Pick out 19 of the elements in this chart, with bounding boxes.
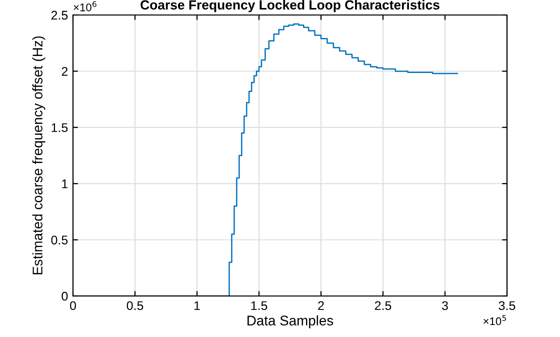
y-tick-label: 1.5 <box>52 123 68 132</box>
x-axis-title: Data Samples <box>248 315 334 328</box>
x-tick-label: 3 <box>442 301 448 310</box>
y-axis-title: Estimated coarse frequency offset (Hz) <box>32 36 46 274</box>
y-tick-label: 1 <box>62 180 68 188</box>
y-tick-label: 2 <box>62 67 68 76</box>
text: ×10$^{6}$ <box>74 1 96 12</box>
x-tick-label: 1 <box>194 301 200 310</box>
x-tick-label: 0.5 <box>126 301 144 310</box>
x-tick-label: 0 <box>70 301 76 310</box>
chart-title: Coarse Frequency Locked Loop Characteristics <box>140 0 440 12</box>
y-tick-label: 0.5 <box>51 236 68 244</box>
y-tick-label: 0 <box>62 292 68 301</box>
y-tick-label: 2.5 <box>51 10 68 20</box>
x-tick-label: 3.5 <box>498 301 516 310</box>
text: ×10$^{5}$ <box>484 315 506 326</box>
x-tick-label: 2.5 <box>374 301 392 310</box>
x-tick-label: 2 <box>318 301 324 310</box>
x-tick-label: 1.5 <box>251 301 268 310</box>
